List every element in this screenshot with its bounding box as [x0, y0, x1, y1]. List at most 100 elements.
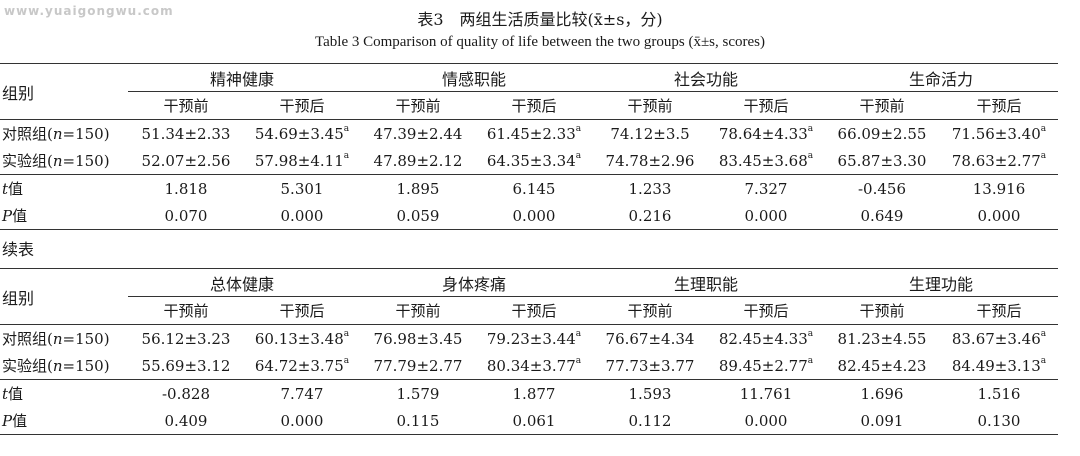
table-row: P值 0.070 0.000 0.059 0.000 0.216 0.000 0.649 0.0… [0, 202, 1058, 230]
quality-of-life-table-part2: 组别 总体健康 身体疼痛 生理职能 生理功能 干预前 干预后 干预前 干预后 干预前 干预后 干预前干… [0, 268, 1058, 435]
table-cell: 1.696 [860, 384, 904, 403]
row-label: P值 [0, 202, 128, 230]
table-cell: 0.000 [940, 202, 1058, 230]
table-cell: 77.79±2.77 [360, 352, 476, 380]
group-header: 生命活力 [824, 63, 1058, 92]
table-cell: 47.39±2.44 [373, 124, 463, 143]
table-cell: 1.233 [628, 179, 672, 198]
table-cell: 78.64±4.33a [718, 123, 814, 143]
table-cell: 83.67±3.46a [951, 328, 1047, 348]
subheader-row: 干预前 干预后 干预前 干预后 干预前 干预后 干预前 干预后 [0, 91, 1058, 120]
table-cell: 0.216 [592, 202, 708, 230]
subheader-before: 干预前 [592, 296, 708, 325]
group-header: 身体疼痛 [360, 268, 592, 297]
table-cell: 0.091 [824, 407, 940, 435]
subheader-before: 干预前 [360, 296, 476, 325]
subheader-before: 干预前 [128, 296, 244, 325]
table-cell: 47.89±2.12 [360, 147, 476, 175]
table-cell: 1.516 [977, 384, 1021, 403]
table-cell: 0.112 [592, 407, 708, 435]
group-header: 总体健康 [128, 268, 360, 297]
table-cell: 89.45±2.77a [708, 352, 824, 380]
table-cell: 0.061 [476, 407, 592, 435]
subheader-after: 干预后 [244, 296, 360, 325]
table-cell: 0.000 [244, 407, 360, 435]
table-row: P值 0.409 0.000 0.115 0.061 0.112 0.000 0.091 0.1… [0, 407, 1058, 435]
group-header: 生理职能 [592, 268, 824, 297]
table-cell: 54.69±3.45a [254, 123, 350, 143]
subheader-row: 干预前 干预后 干预前 干预后 干预前 干预后 干预前 干预后 [0, 296, 1058, 325]
table-title-en: Table 3 Comparison of quality of life be… [315, 34, 765, 50]
row-header: 组别 [0, 63, 128, 120]
quality-of-life-table-part1: 组别 精神健康 情感职能 社会功能 生命活力 干预前 干预后 干预前 干预后 干预前 干预后 干预前干… [0, 63, 1058, 230]
table-cell: 77.73±3.77 [592, 352, 708, 380]
table-cell: 83.45±3.68a [708, 147, 824, 175]
table-cell: 6.145 [512, 179, 556, 198]
table-cell: 76.67±4.34 [605, 329, 695, 348]
subheader-before: 干预前 [592, 91, 708, 120]
subheader-after: 干预后 [940, 91, 1058, 120]
table-cell: 1.818 [164, 179, 208, 198]
table-cell: 79.23±3.44a [486, 328, 582, 348]
table-cell: 1.895 [396, 179, 440, 198]
table-cell: -0.456 [857, 179, 906, 198]
table-cell: 76.98±3.45 [373, 329, 463, 348]
table-cell: 0.130 [940, 407, 1058, 435]
table-cell: 0.000 [708, 407, 824, 435]
table-cell: 7.327 [744, 179, 788, 198]
table-cell: 56.12±3.23 [141, 329, 231, 348]
table-cell: 80.34±3.77a [476, 352, 592, 380]
table-cell: 5.301 [280, 179, 324, 198]
table-cell: 65.87±3.30 [824, 147, 940, 175]
table-cell: 1.579 [396, 384, 440, 403]
table-row: 实验组(n=150) 52.07±2.56 57.98±4.11a 47.89±2.1… [0, 147, 1058, 175]
table-cell: 0.000 [708, 202, 824, 230]
table-cell: 74.78±2.96 [592, 147, 708, 175]
table-cell: 0.649 [824, 202, 940, 230]
group-header: 情感职能 [360, 63, 592, 92]
table-cell: 66.09±2.55 [837, 124, 927, 143]
table-cell: 61.45±2.33a [486, 123, 582, 143]
row-header: 组别 [0, 268, 128, 325]
table-cell: 82.45±4.33a [718, 328, 814, 348]
table-cell: 71.56±3.40a [951, 123, 1047, 143]
table-cell: 74.12±3.5 [610, 124, 690, 143]
row-label: t值 [2, 385, 24, 403]
continued-label: 续表 [2, 240, 35, 259]
table-cell: 52.07±2.56 [128, 147, 244, 175]
table-cell: 0.409 [128, 407, 244, 435]
table-cell: 51.34±2.33 [141, 124, 231, 143]
subheader-before: 干预前 [824, 91, 940, 120]
table-cell: 0.059 [360, 202, 476, 230]
group-header: 社会功能 [592, 63, 824, 92]
table-cell: 78.63±2.77a [940, 147, 1058, 175]
table-row: 对照组(n=150) 51.34±2.33 54.69±3.45a 47.39±2.4… [0, 120, 1058, 148]
subheader-after: 干预后 [476, 91, 592, 120]
table-cell: 0.000 [476, 202, 592, 230]
table-row: 实验组(n=150) 55.69±3.12 64.72±3.75a 77.79±2.7… [0, 352, 1058, 380]
table-cell: 1.877 [512, 384, 556, 403]
table-cell: 84.49±3.13a [940, 352, 1058, 380]
table-cell: 11.761 [739, 384, 793, 403]
row-label: 对照组(n=150) [2, 125, 110, 143]
row-label: P值 [0, 407, 128, 435]
table-row: t值 -0.828 7.747 1.579 1.877 1.593 11.761 1.696 1… [0, 380, 1058, 408]
table-cell: 60.13±3.48a [254, 328, 350, 348]
subheader-after: 干预后 [708, 91, 824, 120]
row-label: 对照组(n=150) [2, 330, 110, 348]
subheader-before: 干预前 [360, 91, 476, 120]
table-title-zh: 表3 两组生活质量比较(x̄±s，分) [417, 10, 663, 29]
table-cell: 13.916 [972, 179, 1026, 198]
subheader-after: 干预后 [708, 296, 824, 325]
subheader-before: 干预前 [128, 91, 244, 120]
row-label: 实验组(n=150) [0, 147, 128, 175]
watermark: www.yuaigongwu.com [4, 4, 174, 18]
group-header-row: 组别 总体健康 身体疼痛 生理职能 生理功能 [0, 268, 1058, 325]
table-cell: 81.23±4.55 [837, 329, 927, 348]
table-cell: 64.35±3.34a [476, 147, 592, 175]
subheader-after: 干预后 [476, 296, 592, 325]
table-cell: 57.98±4.11a [244, 147, 360, 175]
group-header-row: 组别 精神健康 情感职能 社会功能 生命活力 [0, 63, 1058, 120]
group-header: 生理功能 [824, 268, 1058, 297]
table-cell: 0.115 [360, 407, 476, 435]
